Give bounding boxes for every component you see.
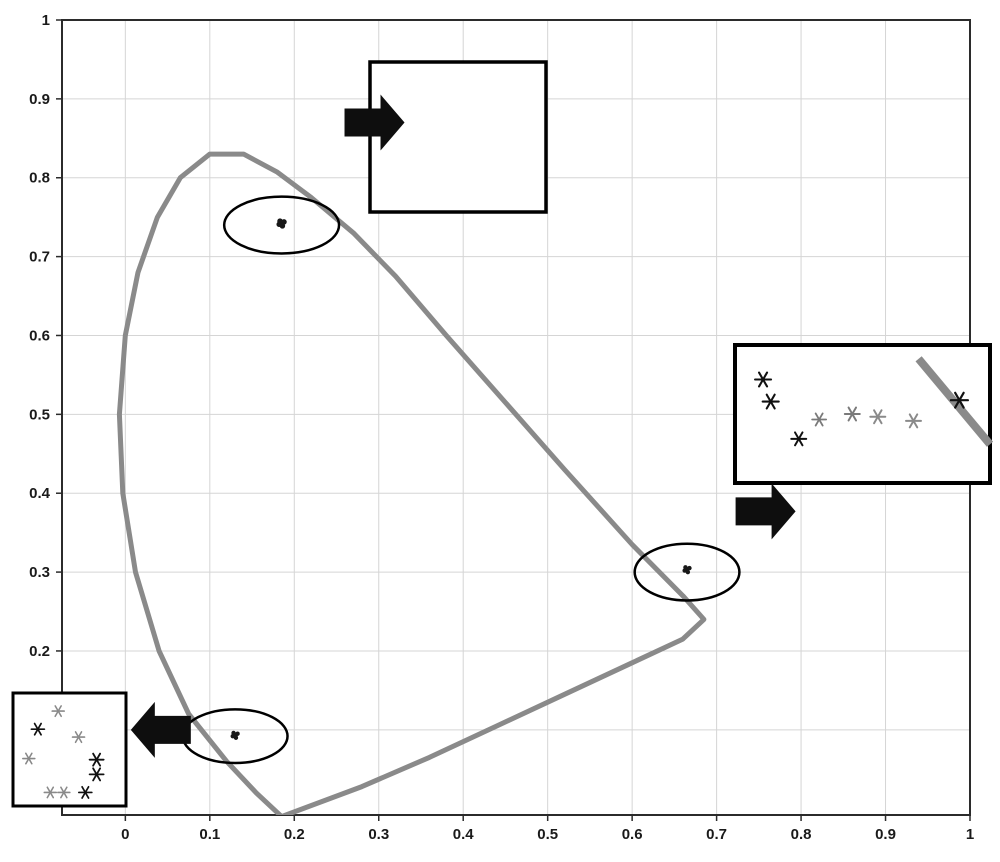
x-tick-label: 0.1 <box>199 826 220 843</box>
x-tick-label: 0.5 <box>537 826 558 843</box>
y-tick-label: 0.6 <box>29 327 50 344</box>
inset-top <box>370 62 546 212</box>
x-tick-label: 0.6 <box>622 826 643 843</box>
inset-frame <box>13 693 126 806</box>
x-tick-label: 0.4 <box>453 826 475 843</box>
y-tick-label: 0.5 <box>29 406 50 423</box>
inset-frame <box>735 345 990 483</box>
x-tick-label: 0 <box>121 826 129 843</box>
x-tick-label: 0.3 <box>368 826 389 843</box>
y-tick-label: 1 <box>42 12 50 29</box>
x-tick-label: 0.9 <box>875 826 896 843</box>
scatter-chart: 00.10.20.30.40.50.60.70.80.910.10.20.30.… <box>0 0 1000 862</box>
chart-container: { "canvas": { "w": 1000, "h": 862 }, "pl… <box>0 0 1000 862</box>
y-tick-label: 0.4 <box>29 485 51 502</box>
cluster-point <box>234 736 238 740</box>
inset-bottom-left <box>13 693 126 806</box>
x-tick-label: 0.8 <box>791 826 812 843</box>
inset-frame <box>370 62 546 212</box>
cluster-point <box>231 731 235 735</box>
x-tick-label: 0.2 <box>284 826 305 843</box>
y-tick-label: 0.2 <box>29 643 50 660</box>
cluster-point <box>235 732 239 736</box>
x-tick-label: 1 <box>966 826 974 843</box>
cluster-point <box>686 570 690 574</box>
y-tick-label: 0.3 <box>29 564 50 581</box>
y-tick-label: 0.9 <box>29 91 50 108</box>
cluster-point <box>280 223 286 229</box>
cluster-point <box>277 218 283 224</box>
cluster-point <box>687 566 691 570</box>
inset-right <box>735 345 990 483</box>
y-tick-label: 0.7 <box>29 249 50 266</box>
y-tick-label: 0.8 <box>29 170 50 187</box>
x-tick-label: 0.7 <box>706 826 727 843</box>
cluster-point <box>683 565 687 569</box>
